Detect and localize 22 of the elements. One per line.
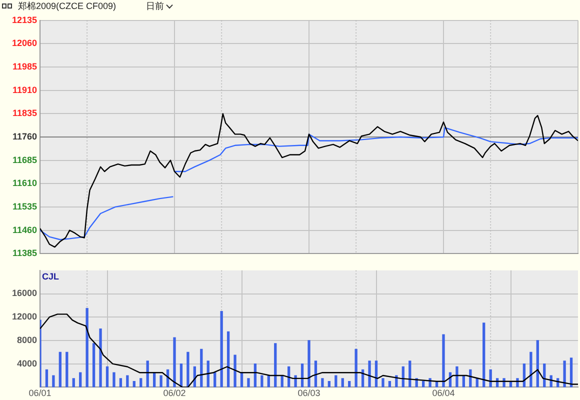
y-tick-label: 8000 xyxy=(16,334,37,345)
y-tick-label: 11460 xyxy=(12,224,37,235)
x-tick-label: 06/01 xyxy=(28,388,52,398)
y-tick-label: 12060 xyxy=(12,38,37,48)
x-tick-label: 06/04 xyxy=(432,388,455,398)
y-tick-label: 12000 xyxy=(12,312,37,322)
y-tick-label: 11835 xyxy=(12,108,37,118)
y-tick-label: 4000 xyxy=(16,358,37,368)
y-tick-label: 11760 xyxy=(12,131,37,142)
x-tick-label: 06/03 xyxy=(298,388,320,398)
y-tick-label: 11535 xyxy=(12,201,37,212)
chart-subtitle: 日前 xyxy=(146,0,164,12)
x-tick-label: 06/02 xyxy=(163,388,186,398)
y-tick-label: 11985 xyxy=(12,62,37,72)
chart-title: CJL xyxy=(42,271,60,282)
y-tick-label: 16000 xyxy=(12,288,37,298)
chart-title: 郑棉2009(CZCE CF009) xyxy=(18,0,116,12)
y-tick-label: 12135 xyxy=(12,14,37,25)
y-tick-label: 11385 xyxy=(12,248,37,258)
y-tick-label: 11910 xyxy=(12,84,37,95)
y-tick-label: 11685 xyxy=(12,154,37,165)
y-tick-label: 11610 xyxy=(12,178,37,188)
